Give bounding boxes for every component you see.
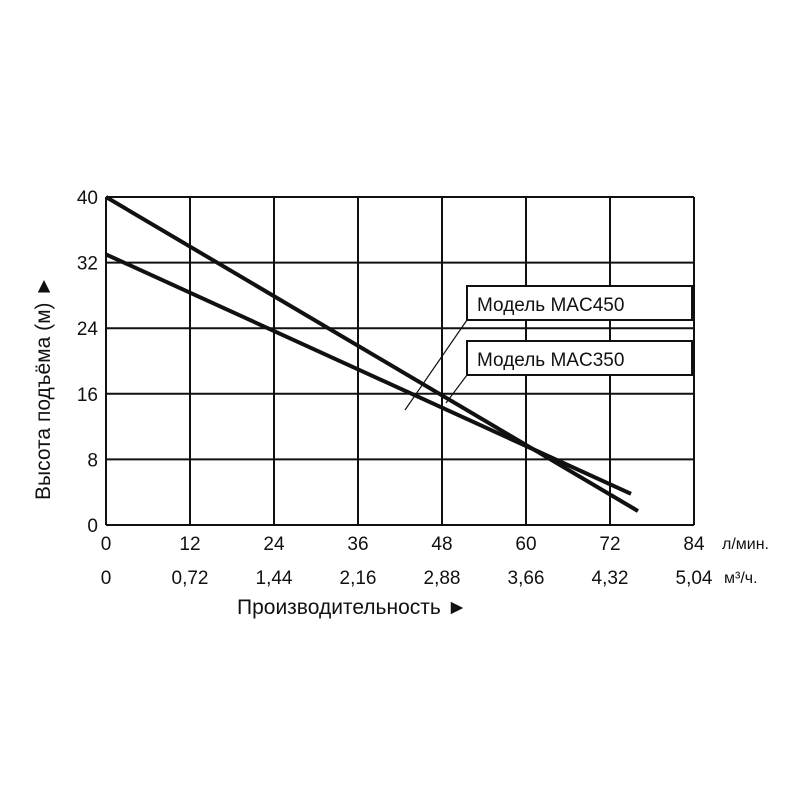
x-tick-label: 24 xyxy=(263,534,285,555)
legend-label-mac450: Модель MAC350 xyxy=(477,350,624,371)
x-tick-label: 72 xyxy=(599,534,620,555)
x-unit-secondary: м³/ч. xyxy=(724,570,758,587)
y-axis-title: Высота подъёма (м) ► xyxy=(32,276,55,500)
leader-line-mac350 xyxy=(404,319,468,411)
series-lines xyxy=(104,195,640,513)
x-tick-label-secondary: 1,44 xyxy=(256,568,293,589)
x-tick-label: 0 xyxy=(101,534,112,555)
x-tick-label: 12 xyxy=(179,534,200,555)
legend: Модель MAC450 Модель MAC350 xyxy=(404,285,693,411)
x-tick-label-secondary: 2,16 xyxy=(340,568,377,589)
y-tick-label: 16 xyxy=(77,385,98,406)
y-tick-label: 32 xyxy=(77,254,98,275)
x-tick-label-secondary: 4,32 xyxy=(592,568,629,589)
legend-box-mac450 xyxy=(466,340,693,376)
leader-line-mac450 xyxy=(445,374,468,404)
x-axis-title: Производительность ► xyxy=(237,596,467,619)
x-tick-label: 36 xyxy=(347,534,368,555)
x-tick-label-secondary: 2,88 xyxy=(424,568,461,589)
x-tick-label-secondary: 5,04 xyxy=(676,568,713,589)
y-tick-label: 40 xyxy=(77,188,98,209)
x-tick-label: 60 xyxy=(515,534,536,555)
legend-box-mac350 xyxy=(466,285,693,321)
x-unit-primary: л/мин. xyxy=(722,536,769,553)
x-tick-label: 84 xyxy=(683,534,705,555)
tick-labels: 0 8 16 24 32 40 0 12 24 36 48 60 72 84 0 0,72 1,44 2,16 2,… xyxy=(77,188,713,589)
x-tick-label-secondary: 0 xyxy=(101,568,112,589)
x-tick-label-secondary: 3,66 xyxy=(508,568,545,589)
x-tick-label-secondary: 0,72 xyxy=(172,568,209,589)
y-tick-label: 24 xyxy=(77,319,99,340)
series-line-модель-mac450 xyxy=(104,195,640,513)
y-tick-label: 8 xyxy=(87,450,98,471)
legend-label-mac350: Модель MAC450 xyxy=(477,295,624,316)
y-tick-label: 0 xyxy=(87,516,98,537)
x-tick-label: 48 xyxy=(431,534,452,555)
